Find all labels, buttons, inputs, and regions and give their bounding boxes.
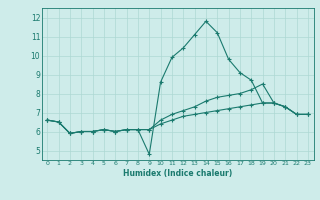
- X-axis label: Humidex (Indice chaleur): Humidex (Indice chaleur): [123, 169, 232, 178]
